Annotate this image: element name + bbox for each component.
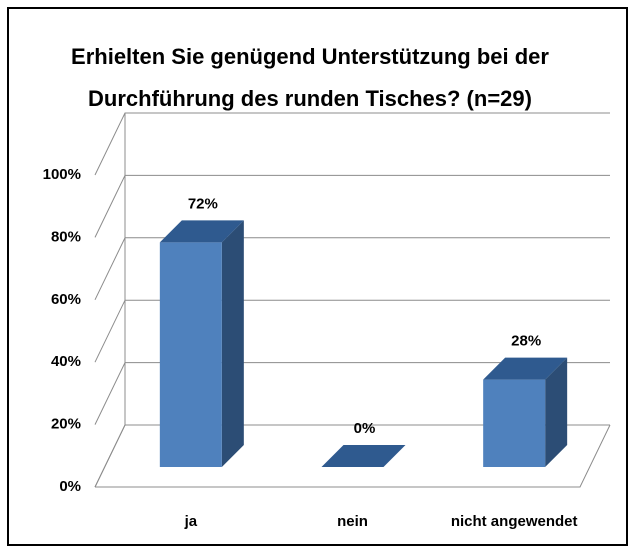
bar-front — [159, 242, 222, 467]
y-tick-label: 40% — [51, 353, 81, 370]
bar-front — [483, 379, 546, 467]
chart-title: Erhielten Sie genügend Unterstützung bei… — [71, 44, 549, 69]
grid-line — [94, 112, 610, 176]
x-tick-label: nicht angewendet — [451, 513, 578, 530]
bar-top — [159, 220, 244, 243]
grid-line — [94, 362, 610, 425]
y-tick-label: 100% — [43, 166, 81, 183]
value-label: 72% — [188, 195, 218, 212]
bar — [159, 220, 244, 467]
y-tick-label: 80% — [51, 228, 81, 245]
value-label: 28% — [511, 333, 541, 350]
bar-side — [545, 357, 568, 467]
value-label: 0% — [354, 420, 376, 437]
y-tick-label: 0% — [59, 478, 81, 495]
grid-line — [94, 174, 610, 238]
x-tick-label: nein — [337, 513, 368, 530]
bar-side — [221, 220, 244, 467]
grid-line — [94, 424, 610, 488]
y-tick-label: 20% — [51, 416, 81, 433]
bar-top — [321, 445, 406, 467]
bar — [483, 357, 568, 467]
bar-top — [483, 357, 568, 380]
chart-title: Durchführung des runden Tisches? (n=29) — [88, 86, 532, 111]
bar — [321, 445, 406, 467]
x-tick-label: ja — [184, 513, 198, 530]
grid-line — [94, 237, 610, 301]
floor — [95, 424, 611, 488]
y-tick-label: 60% — [51, 291, 81, 308]
grid-line — [94, 299, 610, 363]
